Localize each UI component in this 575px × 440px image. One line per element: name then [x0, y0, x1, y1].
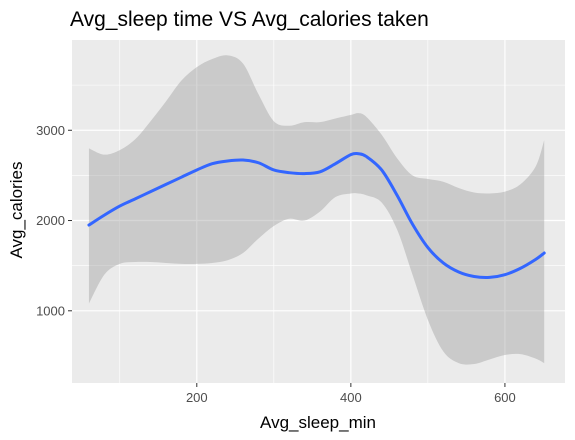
plot-area	[72, 40, 565, 383]
y-axis-label: Avg_calories	[7, 161, 26, 258]
chart-title: Avg_sleep time VS Avg_calories taken	[70, 8, 429, 31]
y-tick-label: 2000	[36, 213, 65, 228]
x-axis-label: Avg_sleep_min	[260, 413, 376, 432]
y-tick-label: 1000	[36, 303, 65, 318]
confidence-band	[88, 55, 545, 365]
y-axis: 1000 2000 3000	[36, 123, 72, 318]
plot-background	[72, 40, 565, 383]
smooth-line	[87, 151, 546, 280]
x-tick-label: 600	[494, 390, 516, 405]
x-tick-label: 200	[186, 390, 208, 405]
x-axis: 200 400 600	[186, 383, 516, 405]
y-tick-label: 3000	[36, 123, 65, 138]
x-tick-label: 400	[340, 390, 362, 405]
